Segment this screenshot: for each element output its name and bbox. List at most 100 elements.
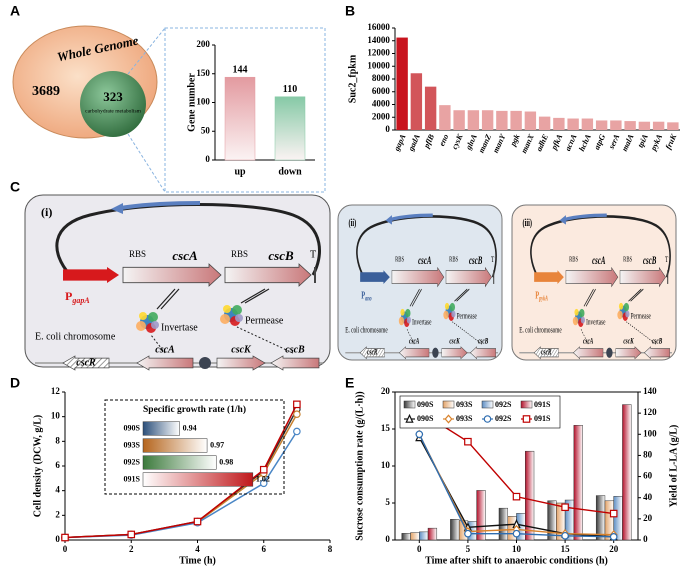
chromosome-gene-label: cscA [155, 344, 175, 355]
protein-blob [618, 302, 624, 310]
bar [567, 118, 579, 130]
marker [561, 503, 569, 512]
bar [595, 120, 608, 130]
bar [667, 122, 679, 130]
legend-swatch [403, 400, 416, 409]
bar [481, 110, 494, 130]
legend-box [399, 395, 561, 429]
bar [419, 531, 429, 541]
legend-label: 091S [534, 414, 551, 423]
legend-label: 090S [417, 400, 434, 409]
bar [142, 421, 180, 436]
protein-label: Invertase [161, 322, 198, 333]
chromosome-gene [615, 346, 642, 360]
y-tick-label: 0 [385, 534, 390, 544]
marker [609, 509, 618, 518]
x-tick-label: atpG [592, 133, 607, 152]
axis-label: Time (h) [179, 555, 216, 566]
gene-label: cscB [643, 256, 656, 268]
y-tick-label: 10 [51, 411, 61, 421]
bar [652, 121, 665, 130]
promoter-sub: pykA [538, 296, 548, 303]
protein-blob [580, 316, 586, 324]
y-tick-label: 50 [201, 125, 211, 135]
axis-label: Cell density (DCW, g/L) [32, 415, 43, 517]
bar [610, 120, 622, 130]
gene-label: cscA [172, 248, 198, 263]
protein-blob [625, 310, 630, 318]
protein-blob [223, 305, 231, 313]
expression-arrow [409, 288, 420, 307]
y-tick-label: 14000 [367, 35, 390, 45]
bar [224, 76, 256, 161]
venn-inner-label: carbohydrate metabolism [85, 108, 141, 114]
gene-label: cscA [592, 256, 605, 268]
chromosome-node [606, 347, 613, 358]
chromosome-label: E. coli chromosome [35, 331, 116, 342]
construct: (i) T RBS RBS cscA cscB PgapA Invertase Permease… [35, 201, 323, 371]
panel-label: D [10, 375, 20, 391]
bar [538, 116, 551, 130]
panel-label: A [10, 3, 20, 19]
expression-arrow [456, 288, 470, 302]
y2-tick-label: 0 [643, 534, 648, 544]
x-tick-label: 15 [561, 544, 571, 554]
plasmid-arrowhead [385, 215, 392, 225]
protein-blob [451, 310, 456, 318]
y2-tick-label: 120 [643, 407, 657, 417]
protein-label: Invertase [586, 317, 605, 327]
protein-label: Permease [245, 315, 284, 326]
marker [444, 414, 453, 424]
value-label: 0.97 [210, 440, 224, 449]
x-tick-label: cysK [450, 132, 465, 151]
y-tick-label: 10000 [367, 60, 390, 70]
terminator-label: T [491, 255, 495, 265]
chromosome-gene-label: cscB [652, 336, 662, 346]
marker [464, 437, 472, 446]
chromosome-gene-label: cscR [76, 357, 96, 368]
category-label: 090S [124, 423, 141, 432]
y-tick-label: 5 [385, 497, 390, 507]
marker [259, 465, 268, 474]
zoom-line [127, 133, 166, 193]
y-tick-label: 4000 [372, 99, 391, 109]
chromosome-gene [270, 355, 320, 371]
protein-label: Invertase [412, 317, 431, 327]
plasmid-arrow [390, 213, 433, 222]
gene [391, 266, 445, 288]
y-tick-label: 20 [381, 386, 391, 396]
y-tick-label: 0 [205, 154, 210, 164]
y-tick-label: 8 [55, 435, 60, 445]
bar [396, 37, 408, 130]
promoter-label: PgapA [65, 289, 90, 305]
bar [142, 455, 217, 470]
marker [561, 531, 569, 540]
bar [524, 450, 535, 541]
x-tick-label: 5 [466, 544, 471, 554]
y-tick-label: 12000 [367, 48, 390, 58]
bar [410, 73, 423, 130]
promoter-sub: gapA [71, 296, 90, 305]
terminator-label: T [310, 249, 316, 260]
bar [439, 105, 451, 130]
protein-blob [232, 305, 242, 315]
venn-inner-value: 323 [103, 89, 123, 104]
y-tick-label: 6000 [372, 86, 391, 96]
bar [498, 507, 509, 541]
rbs-label: RBS [231, 249, 248, 259]
legend-label: 092S [495, 414, 512, 423]
axis-label: Yield of L-LA (g/L) [668, 425, 679, 508]
marker [415, 430, 424, 439]
y2-tick-label: 80 [643, 449, 653, 459]
bar [467, 110, 480, 130]
axis-label: Sucrose consumption rate (g/(L·h)) [354, 391, 365, 541]
promoter-letter: P [361, 289, 365, 301]
expression-arrow [585, 288, 596, 307]
promoter-label: Pano [361, 289, 372, 304]
plasmid-arrowhead [559, 215, 566, 225]
x-tick-label: pflB [421, 132, 436, 150]
expression-arrow [630, 288, 644, 302]
y2-tick-label: 40 [643, 492, 653, 502]
y-tick-label: 12 [51, 386, 61, 396]
construct-id: (iii) [522, 216, 532, 228]
